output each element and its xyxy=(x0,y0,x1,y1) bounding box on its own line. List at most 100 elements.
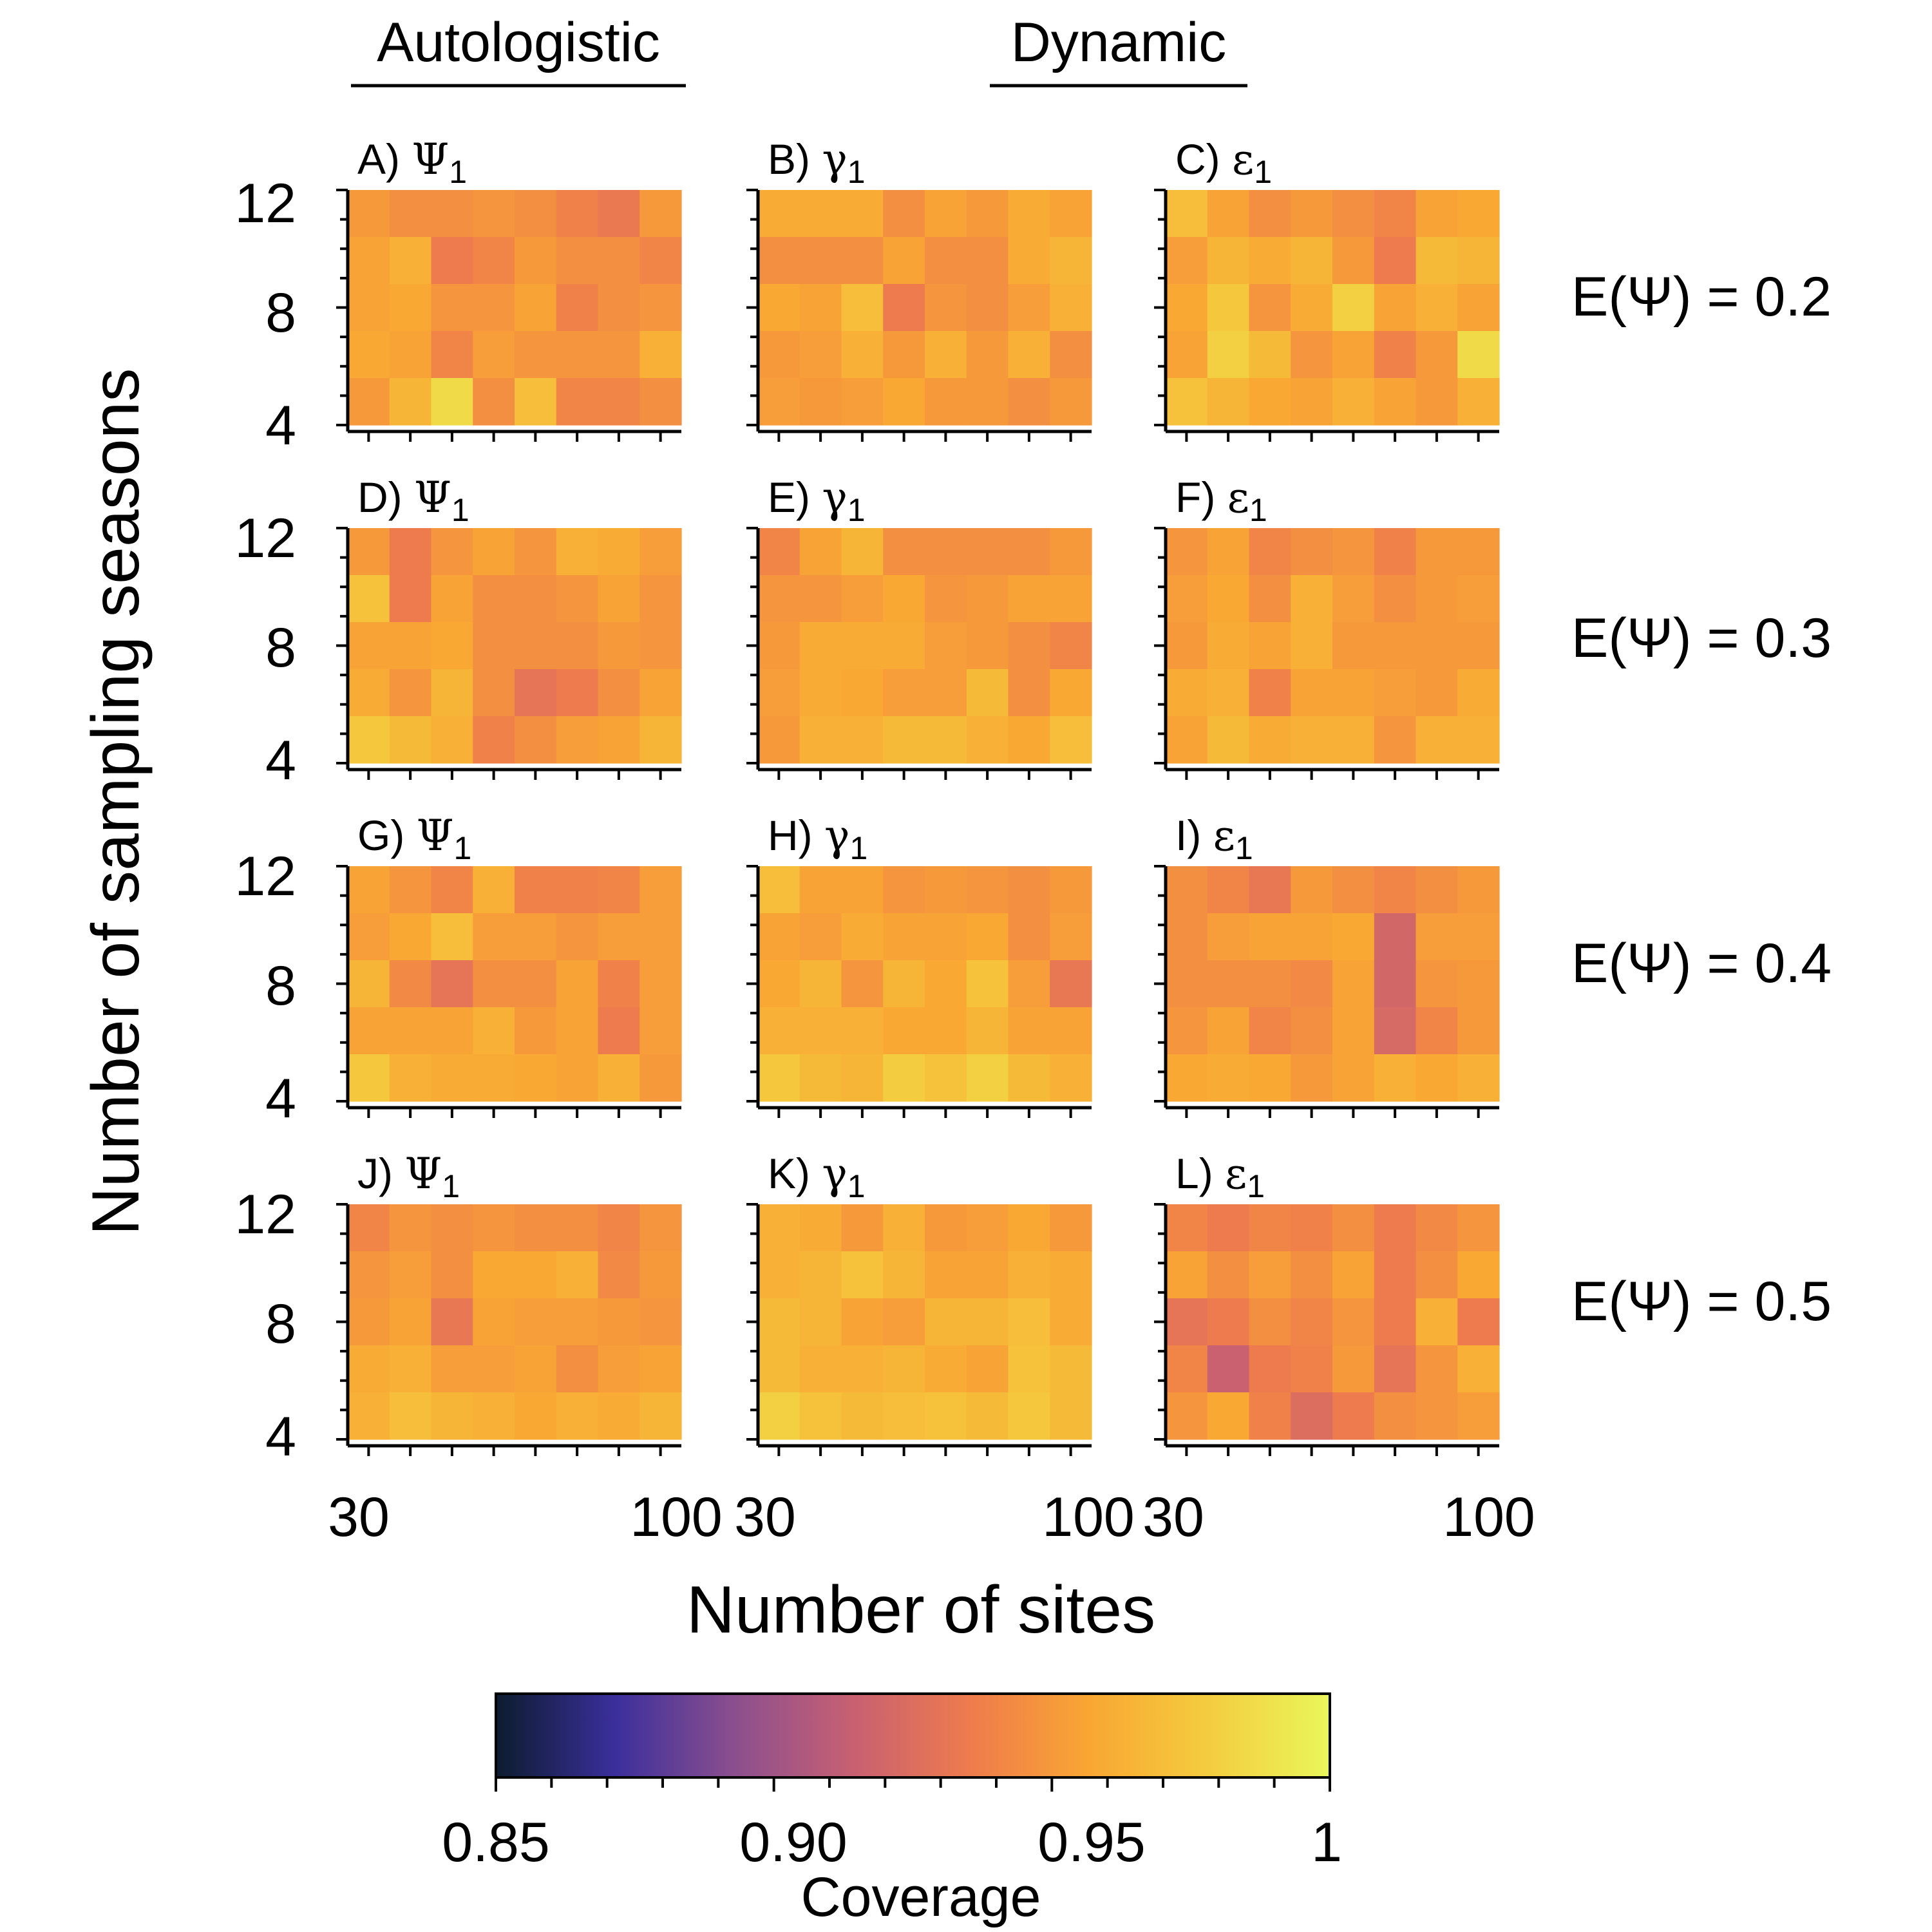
heatmap-cell xyxy=(1166,237,1208,285)
heatmap-cell xyxy=(348,669,390,717)
heatmap-cell xyxy=(389,1054,432,1102)
heatmap-cell xyxy=(1291,528,1333,576)
heatmap-cell xyxy=(1374,866,1417,914)
heatmap-cell xyxy=(1249,575,1291,623)
heatmap-cell xyxy=(1050,622,1092,670)
heatmap-cell xyxy=(1050,913,1092,961)
heatmap-cell xyxy=(1207,866,1250,914)
heatmap-cell xyxy=(348,913,390,961)
heatmap-cell xyxy=(841,1251,884,1299)
heatmap-cell xyxy=(556,1204,599,1252)
heatmap-cell xyxy=(556,913,599,961)
heatmap-cell xyxy=(556,622,599,670)
panel-parameter: Ψ xyxy=(417,811,454,860)
heatmap-cell xyxy=(1374,913,1417,961)
heatmap-cell xyxy=(841,284,884,332)
heatmap-cell xyxy=(598,1345,640,1393)
heatmap-cell xyxy=(473,716,515,764)
heatmap-cell xyxy=(799,1298,842,1346)
heatmap-cell xyxy=(1207,284,1250,332)
heatmap-cell xyxy=(1249,528,1291,576)
heatmap-cell xyxy=(556,1251,599,1299)
heatmap-cell xyxy=(799,622,842,670)
heatmap-cell xyxy=(966,1054,1009,1102)
panel-title: B) γ1 xyxy=(768,135,866,190)
heatmap-cell xyxy=(348,575,390,623)
heatmap-cell xyxy=(841,237,884,285)
panel-parameter: γ xyxy=(822,1149,847,1198)
heatmap-cell xyxy=(515,1392,557,1440)
heatmap-cell xyxy=(1008,716,1050,764)
heatmap-cell xyxy=(515,237,557,285)
heatmap-cell xyxy=(841,1392,884,1440)
heatmap-cell xyxy=(883,913,925,961)
heatmap-cell xyxy=(1249,284,1291,332)
heatmap-cell xyxy=(883,284,925,332)
heatmap-cell xyxy=(389,528,432,576)
heatmap-cell xyxy=(1416,1392,1458,1440)
heatmap-cell xyxy=(1207,575,1250,623)
heatmap-cell xyxy=(966,1251,1009,1299)
heatmap-cell xyxy=(598,1007,640,1055)
panel-i: I) ε1 xyxy=(1154,811,1500,1118)
heatmap-cell xyxy=(1416,716,1458,764)
heatmap-cell xyxy=(348,716,390,764)
heatmap-cell xyxy=(389,331,432,379)
heatmap-cell xyxy=(1166,331,1208,379)
heatmap-cell xyxy=(639,716,682,764)
heatmap-cell xyxy=(1166,528,1208,576)
heatmap-cell xyxy=(348,1054,390,1102)
heatmap-cell xyxy=(515,1054,557,1102)
heatmap-cell xyxy=(515,1298,557,1346)
heatmap-cell xyxy=(598,190,640,238)
heatmap-cell xyxy=(1207,378,1250,426)
heatmap-cell xyxy=(1050,378,1092,426)
heatmap-cell xyxy=(1249,1298,1291,1346)
heatmap-cell xyxy=(1374,1251,1417,1299)
heatmap-cell xyxy=(925,913,967,961)
x-axis-title: Number of sites xyxy=(687,1573,1155,1647)
heatmap-cell xyxy=(1416,1298,1458,1346)
heatmap-cell xyxy=(883,528,925,576)
heatmap-cell xyxy=(598,1204,640,1252)
heatmap-cell xyxy=(473,1251,515,1299)
heatmap-cell xyxy=(473,669,515,717)
column-header-dynamic: Dynamic xyxy=(1011,12,1227,73)
heatmap-cell xyxy=(473,1054,515,1102)
heatmap-cell xyxy=(966,378,1009,426)
panel-parameter-subscript: 1 xyxy=(442,1168,460,1204)
row-label-psi-0-2: E(Ψ) = 0.2 xyxy=(1571,266,1832,328)
heatmap-cell xyxy=(389,622,432,670)
heatmap-cell xyxy=(556,378,599,426)
heatmap-cell xyxy=(389,866,432,914)
heatmap-cell xyxy=(1166,1251,1208,1299)
heatmap-cell xyxy=(966,190,1009,238)
heatmap-cell xyxy=(883,1007,925,1055)
heatmap-cell xyxy=(758,960,800,1008)
heatmap-cell xyxy=(556,528,599,576)
heatmap-cell xyxy=(1457,1054,1500,1102)
heatmap-cell xyxy=(1166,866,1208,914)
heatmap-cell xyxy=(883,866,925,914)
panel-l: L) ε1 xyxy=(1154,1149,1500,1456)
panel-parameter: Ψ xyxy=(412,135,449,184)
heatmap-cell xyxy=(883,960,925,1008)
heatmap-cell xyxy=(598,284,640,332)
heatmap-cell xyxy=(389,284,432,332)
heatmap-cell xyxy=(883,622,925,670)
heatmap-cell xyxy=(431,622,473,670)
heatmap-cell xyxy=(431,913,473,961)
panel-parameter: ε xyxy=(1232,135,1254,184)
heatmap-cell xyxy=(1416,866,1458,914)
heatmap-cell xyxy=(758,669,800,717)
heatmap-cell xyxy=(556,960,599,1008)
heatmap-cell xyxy=(966,575,1009,623)
heatmap-cell xyxy=(758,1392,800,1440)
y-tick-label-8: 8 xyxy=(265,282,296,344)
heatmap-cell xyxy=(1457,866,1500,914)
heatmap-cell xyxy=(1332,913,1375,961)
heatmap-cell xyxy=(1166,1298,1208,1346)
heatmap-cell xyxy=(1050,1392,1092,1440)
heatmap-cell xyxy=(1291,669,1333,717)
heatmap-cell xyxy=(1291,1007,1333,1055)
